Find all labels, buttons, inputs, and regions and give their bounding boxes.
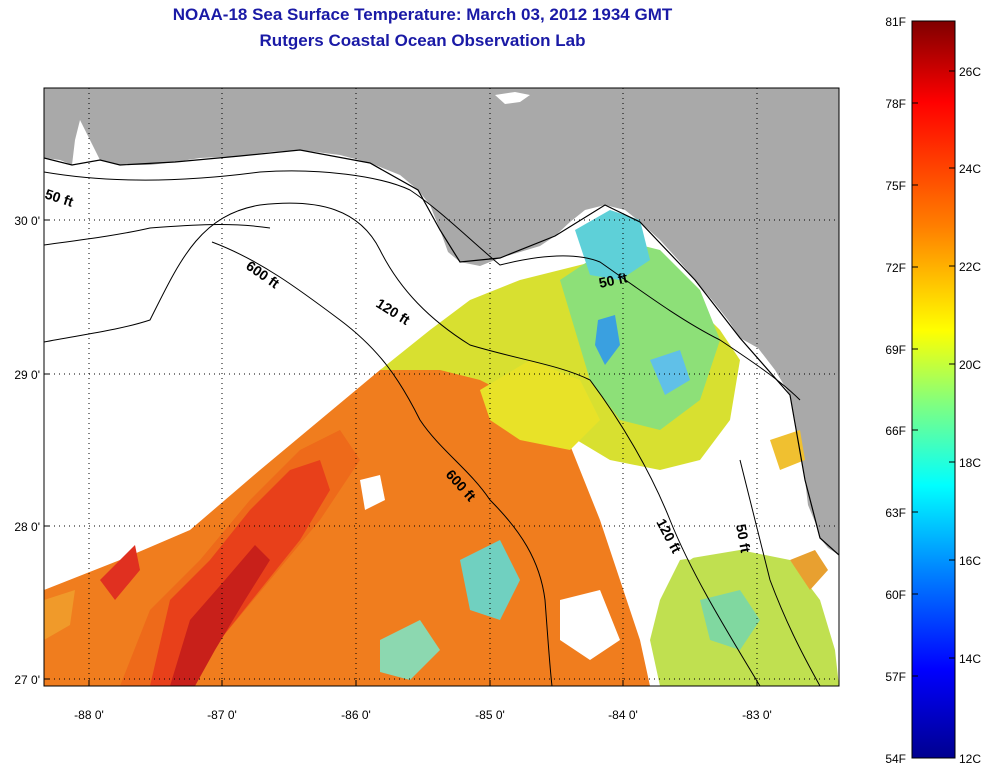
bathymetry-contours (44, 170, 821, 686)
map-border (43, 87, 840, 687)
colorbar-f-label: 54F (885, 752, 906, 766)
map-title: NOAA-18 Sea Surface Temperature: March 0… (172, 5, 673, 24)
coastline (44, 149, 839, 556)
lon-tick-label: -83 0' (742, 708, 772, 722)
colorbar-c-label: 22C (959, 260, 981, 274)
colorbar-f-label: 60F (885, 588, 906, 602)
colorbar-f-label: 72F (885, 261, 906, 275)
contour-label-50ft: 50 ft (733, 523, 754, 554)
colorbar-f-label: 81F (885, 15, 906, 29)
lat-tick-label: 27 0' (14, 673, 40, 687)
colorbar-c-label: 24C (959, 162, 981, 176)
colorbar-f-label: 57F (885, 670, 906, 684)
colorbar-ticks (912, 70, 955, 677)
island (495, 92, 530, 104)
lon-tick-label: -84 0' (608, 708, 638, 722)
contour-label-50ft: 50 ft (597, 269, 629, 291)
colorbar-f-label: 78F (885, 97, 906, 111)
colorbar-c-label: 20C (959, 358, 981, 372)
lat-tick-label: 30 0' (14, 214, 40, 228)
lat-tick-label: 29 0' (14, 368, 40, 382)
colorbar-c-label: 12C (959, 752, 981, 766)
lon-tick-label: -86 0' (341, 708, 371, 722)
colorbar (911, 20, 956, 759)
colorbar-f-label: 75F (885, 179, 906, 193)
colorbar-c-label: 18C (959, 456, 981, 470)
sst-data-layer (44, 210, 839, 686)
lon-tick-label: -85 0' (475, 708, 505, 722)
colorbar-c-label: 26C (959, 65, 981, 79)
map-subtitle: Rutgers Coastal Ocean Observation Lab (259, 31, 586, 50)
colorbar-f-label: 63F (885, 506, 906, 520)
tick-marks (44, 219, 758, 686)
colorbar-f-label: 66F (885, 424, 906, 438)
colorbar-c-label: 14C (959, 652, 981, 666)
lon-tick-label: -88 0' (74, 708, 104, 722)
lat-tick-label: 28 0' (14, 520, 40, 534)
land-mass (44, 88, 839, 555)
colorbar-c-label: 16C (959, 554, 981, 568)
lon-tick-label: -87 0' (207, 708, 237, 722)
colorbar-f-label: 69F (885, 343, 906, 357)
